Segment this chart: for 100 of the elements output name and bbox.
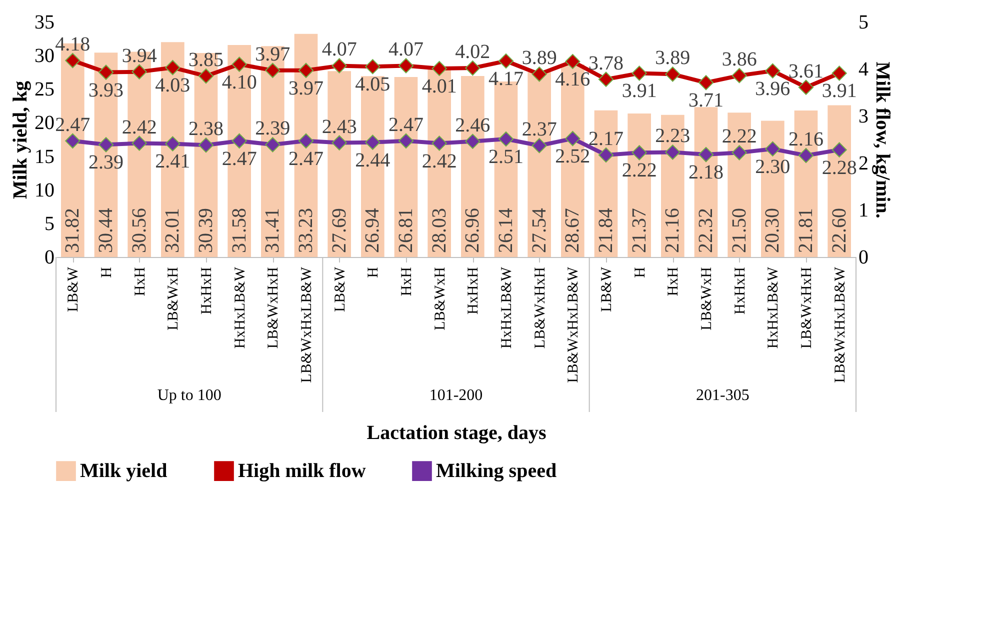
legend-label: Milking speed <box>436 460 557 482</box>
text: 201-305 <box>696 387 750 404</box>
point <box>198 68 214 84</box>
data-label: 32.01 <box>162 208 184 253</box>
data-label: 26.81 <box>395 208 417 253</box>
point <box>632 66 647 81</box>
x-tick-label: LB&WxHxH <box>532 266 548 349</box>
point <box>798 80 814 95</box>
point <box>365 59 380 74</box>
data-label: 2.47 <box>55 114 90 136</box>
point <box>698 75 714 90</box>
x-tick-label: LB&WxH <box>432 266 448 330</box>
data-label: 31.41 <box>262 208 284 253</box>
point <box>332 135 347 150</box>
y2-axis-title: Milk flow, kg/min. <box>872 62 894 218</box>
point <box>565 130 580 146</box>
y-tick-label: 30 <box>34 45 54 68</box>
data-label: 2.16 <box>788 128 824 150</box>
data-label: 26.94 <box>362 208 384 253</box>
point <box>598 147 614 163</box>
point <box>498 53 514 69</box>
point <box>665 144 680 160</box>
point <box>65 133 80 148</box>
y-tick-label: 35 <box>34 12 54 34</box>
data-label: 28.03 <box>428 208 450 253</box>
x-tick-label: LB&WxHxLB&W <box>832 266 848 383</box>
point <box>465 134 480 149</box>
data-label: 4.07 <box>388 38 424 61</box>
point <box>232 133 247 148</box>
x-tick-label: LB&WxH <box>166 266 182 330</box>
data-label: 31.58 <box>228 208 250 253</box>
point <box>365 134 380 150</box>
x-tick-label: HxHxH <box>732 266 748 314</box>
point <box>198 138 214 153</box>
x-tick-label: LB&W <box>599 266 615 312</box>
data-label: 2.22 <box>722 126 757 148</box>
point <box>98 64 114 80</box>
x-tick-label: HxHxLB&W <box>499 266 515 349</box>
data-label: 30.44 <box>95 208 117 253</box>
point <box>132 64 147 80</box>
data-label: 2.38 <box>188 118 224 140</box>
x-tick-label: H <box>632 266 648 278</box>
point <box>498 131 514 147</box>
point <box>265 62 280 78</box>
data-label: 20.30 <box>762 208 784 253</box>
legend-label: Milk yield <box>80 460 168 482</box>
data-label: 3.85 <box>188 49 224 72</box>
data-label: 2.46 <box>455 114 490 136</box>
point <box>765 63 780 78</box>
point <box>532 138 547 154</box>
data-label: 2.39 <box>255 118 290 140</box>
data-label: 2.39 <box>88 152 124 174</box>
point <box>465 60 480 76</box>
data-label: 21.37 <box>628 208 650 253</box>
data-label: 2.47 <box>288 148 324 170</box>
data-label: 26.96 <box>462 208 484 253</box>
data-label: 30.39 <box>195 208 217 253</box>
data-label: 33.23 <box>295 208 317 253</box>
y2-tick-label: 0 <box>858 246 868 268</box>
x-tick-label: HxHxH <box>466 266 482 314</box>
data-label: 3.86 <box>722 48 757 71</box>
data-label: 2.22 <box>622 160 657 182</box>
y2-tick-label: 4 <box>858 58 868 80</box>
point <box>332 58 347 74</box>
data-label: 2.18 <box>688 162 724 184</box>
x-tick-label: LB&W <box>66 266 82 312</box>
y-tick-label: 15 <box>34 146 54 168</box>
y-tick-label: 10 <box>34 179 54 202</box>
x-tick-label: H <box>366 266 382 278</box>
data-label: 2.28 <box>822 156 857 179</box>
legend-label: High milk flow <box>238 460 366 482</box>
data-label: 28.67 <box>562 208 584 253</box>
x-tick-label: H <box>99 266 115 278</box>
data-label: 26.14 <box>495 208 517 253</box>
data-label: 31.82 <box>62 208 84 253</box>
data-label: 21.81 <box>795 208 817 253</box>
data-label: 2.44 <box>355 149 390 172</box>
x-axis-title: Lactation stage, days <box>366 422 546 444</box>
data-label: 3.61 <box>788 60 824 82</box>
data-label: 3.96 <box>755 78 790 100</box>
data-label: 3.78 <box>588 52 624 74</box>
point <box>165 136 180 152</box>
point <box>232 56 247 72</box>
point <box>265 137 280 152</box>
point <box>632 145 647 160</box>
y-tick-label: 25 <box>34 78 54 101</box>
data-label: 2.47 <box>222 148 257 170</box>
data-label: 2.51 <box>488 146 524 168</box>
point <box>65 52 80 68</box>
y-tick-label: 20 <box>34 112 54 134</box>
data-label: 27.54 <box>528 208 550 253</box>
point <box>665 66 680 82</box>
point <box>832 66 847 81</box>
data-label: 2.47 <box>388 114 424 136</box>
data-label: 2.37 <box>522 118 557 141</box>
data-label: 4.03 <box>155 74 190 97</box>
data-label: 2.42 <box>422 150 457 172</box>
point <box>732 145 747 160</box>
data-label: 4.02 <box>455 41 490 64</box>
x-tick-label: HxH <box>399 266 415 296</box>
